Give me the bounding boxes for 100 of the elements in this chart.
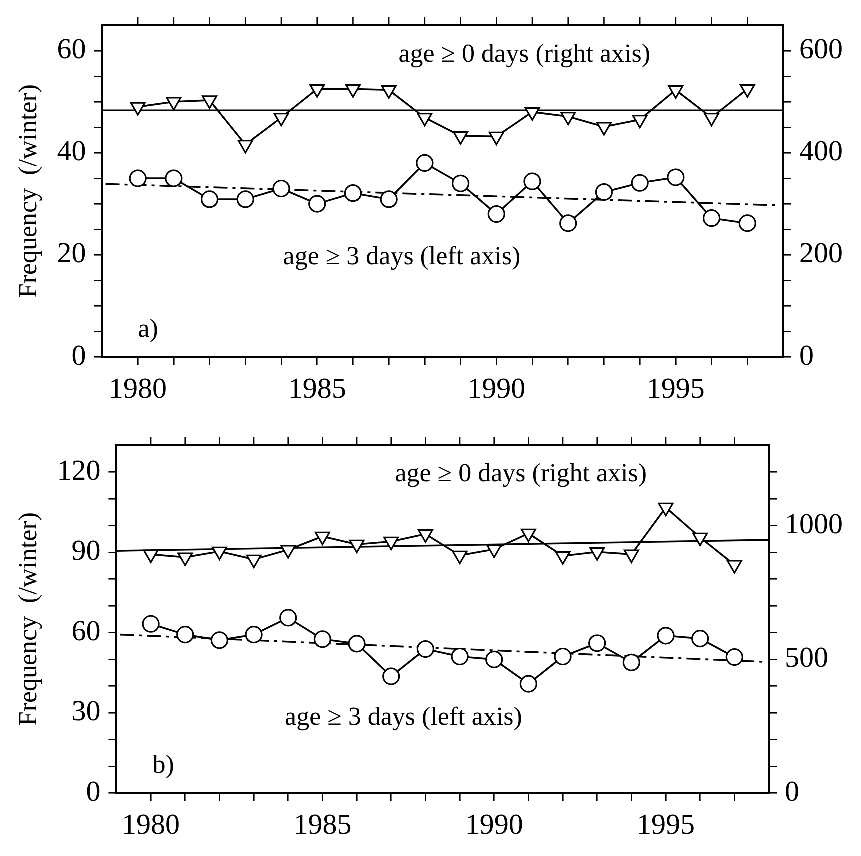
point	[520, 675, 538, 693]
y-tick-label: 20	[57, 238, 86, 270]
x-tick-label: 1980	[109, 373, 168, 406]
point	[488, 205, 506, 224]
point	[382, 668, 400, 686]
legend-label: age ≥ 0 days (right axis)	[395, 458, 648, 488]
y2-tick-label: 200	[800, 238, 843, 270]
point	[417, 112, 433, 127]
point	[632, 115, 648, 129]
x-tick-label: 1980	[122, 809, 180, 842]
point	[210, 632, 228, 650]
y-tick-label: 40	[57, 136, 86, 168]
y-tick-label: 60	[57, 34, 86, 66]
y-tick-label: 0	[72, 340, 86, 372]
point	[668, 85, 684, 100]
point	[590, 547, 606, 561]
x-tick-label: 1990	[465, 809, 524, 842]
x-tick-label: 1995	[637, 809, 696, 842]
y-tick-label: 0	[86, 776, 101, 808]
series-label: age ≥ 3 days (left axis)	[283, 241, 521, 270]
point	[130, 102, 146, 116]
x-tick-label: 1995	[646, 373, 705, 406]
point	[624, 550, 640, 564]
point	[142, 615, 160, 633]
y-tick-label: 90	[72, 535, 101, 568]
point	[314, 532, 330, 546]
point	[657, 627, 675, 645]
point	[622, 654, 640, 672]
x-tick-label: 1985	[294, 809, 352, 842]
point	[143, 550, 159, 564]
point	[384, 536, 400, 551]
y-axis-title: Frequency (/winter)	[13, 84, 42, 298]
point	[348, 635, 366, 653]
point	[452, 174, 470, 192]
point	[588, 634, 606, 652]
legend-label: age ≥ 0 days (right axis)	[398, 39, 651, 68]
point	[555, 551, 571, 565]
point	[488, 132, 504, 146]
point	[452, 550, 468, 564]
point	[704, 112, 720, 127]
point	[345, 84, 361, 98]
point	[200, 190, 219, 208]
point	[738, 214, 756, 232]
point	[692, 532, 708, 546]
point	[416, 640, 434, 658]
point	[554, 648, 572, 666]
point	[631, 174, 649, 192]
y2-tick-label: 600	[800, 34, 843, 66]
y-tick-label: 30	[72, 696, 101, 728]
point	[692, 630, 710, 648]
point	[165, 170, 183, 188]
point	[280, 609, 298, 627]
point	[702, 210, 721, 228]
point	[596, 122, 612, 136]
point	[212, 546, 228, 560]
point	[202, 96, 218, 110]
point	[236, 190, 254, 208]
point	[595, 184, 614, 202]
point	[380, 190, 398, 208]
point	[246, 554, 262, 568]
point	[726, 648, 744, 666]
x-tick-label: 1985	[288, 373, 346, 406]
point	[658, 502, 674, 517]
point	[381, 85, 397, 100]
point	[310, 84, 326, 98]
point	[416, 154, 434, 172]
point	[451, 648, 469, 666]
point	[560, 214, 578, 232]
point	[238, 140, 254, 154]
y2-tick-label: 400	[800, 136, 843, 168]
point	[486, 650, 504, 668]
y2-tick-label: 500	[785, 642, 828, 674]
point	[453, 131, 469, 145]
point	[274, 112, 290, 127]
point	[726, 560, 742, 574]
point	[272, 180, 290, 198]
x-tick-label: 1990	[468, 373, 526, 406]
point	[524, 172, 542, 190]
series-label: age ≥ 3 days (left axis)	[285, 702, 522, 731]
y-tick-label: 60	[72, 615, 101, 648]
point	[520, 528, 536, 542]
point	[418, 529, 434, 544]
point	[245, 626, 263, 644]
point	[308, 195, 326, 213]
point	[667, 168, 685, 186]
point	[129, 170, 147, 188]
point	[524, 107, 540, 121]
point	[740, 84, 756, 98]
point	[349, 540, 365, 554]
point	[344, 184, 362, 202]
point	[166, 97, 182, 111]
point	[314, 630, 332, 648]
point	[280, 545, 296, 559]
y2-tick-label: 1000	[785, 508, 843, 540]
annotation: a)	[138, 314, 158, 344]
point	[178, 552, 194, 566]
y2-tick-label: 0	[785, 776, 800, 808]
annotation: b)	[152, 750, 174, 780]
y2-tick-label: 0	[800, 340, 814, 372]
y-tick-label: 120	[57, 454, 101, 487]
